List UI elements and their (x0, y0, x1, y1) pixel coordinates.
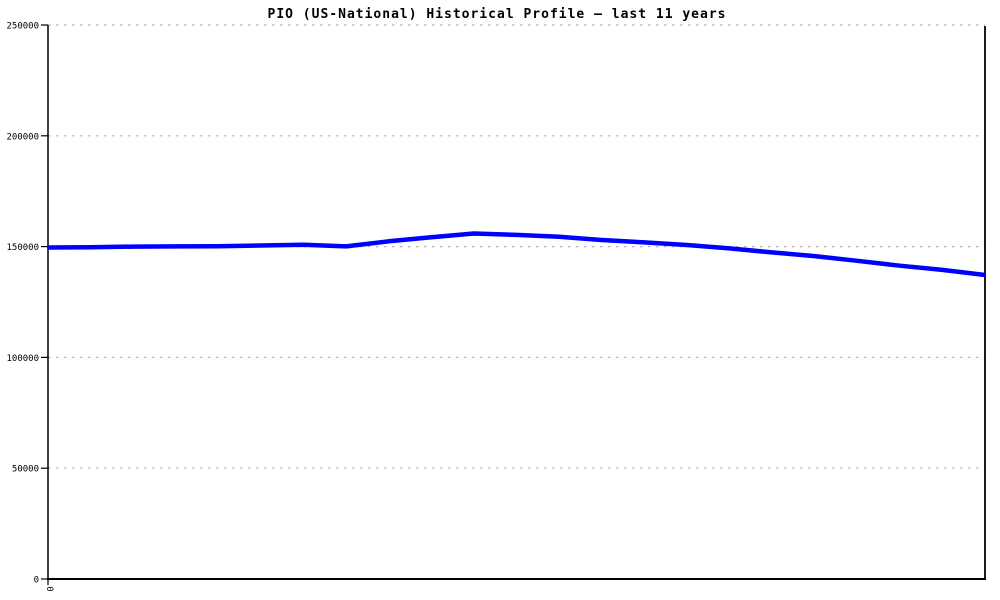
y-tick-label: 50000 (12, 465, 39, 475)
tick-labels-group: 0 50000 100000 150000 200000 250000 0 (6, 22, 54, 592)
y-tick-label: 250000 (6, 22, 39, 32)
chart-title: PIO (US-National) Historical Profile – l… (268, 7, 727, 22)
y-tick-label: 100000 (6, 354, 39, 364)
series-line-pio (47, 231, 986, 278)
series-group (47, 231, 986, 278)
axes-group (41, 24, 986, 585)
y-tick-label: 200000 (6, 132, 39, 142)
x-tick-label: 0 (44, 586, 54, 591)
y-tick-label: 150000 (6, 243, 39, 253)
y-tick-label: 0 (34, 576, 39, 586)
